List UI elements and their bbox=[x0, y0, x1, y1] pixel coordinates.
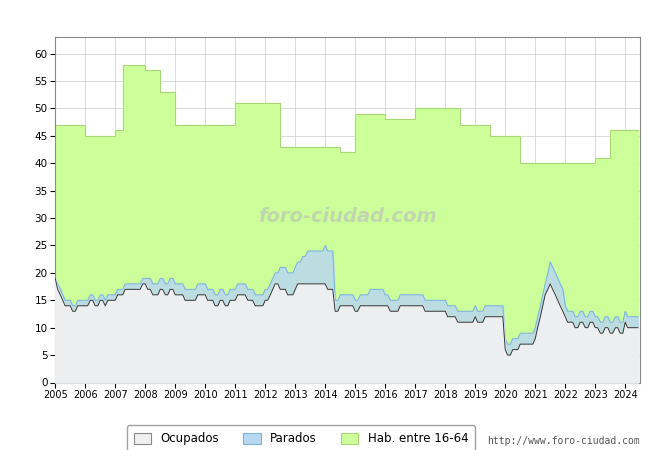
Text: Villar y Velasco - Evolucion de la poblacion en edad de Trabajar Mayo de 2024: Villar y Velasco - Evolucion de la pobla… bbox=[64, 11, 586, 24]
Text: foro-ciudad.com: foro-ciudad.com bbox=[259, 207, 437, 226]
Text: http://www.foro-ciudad.com: http://www.foro-ciudad.com bbox=[488, 436, 640, 446]
Legend: Ocupados, Parados, Hab. entre 16-64: Ocupados, Parados, Hab. entre 16-64 bbox=[127, 425, 475, 450]
